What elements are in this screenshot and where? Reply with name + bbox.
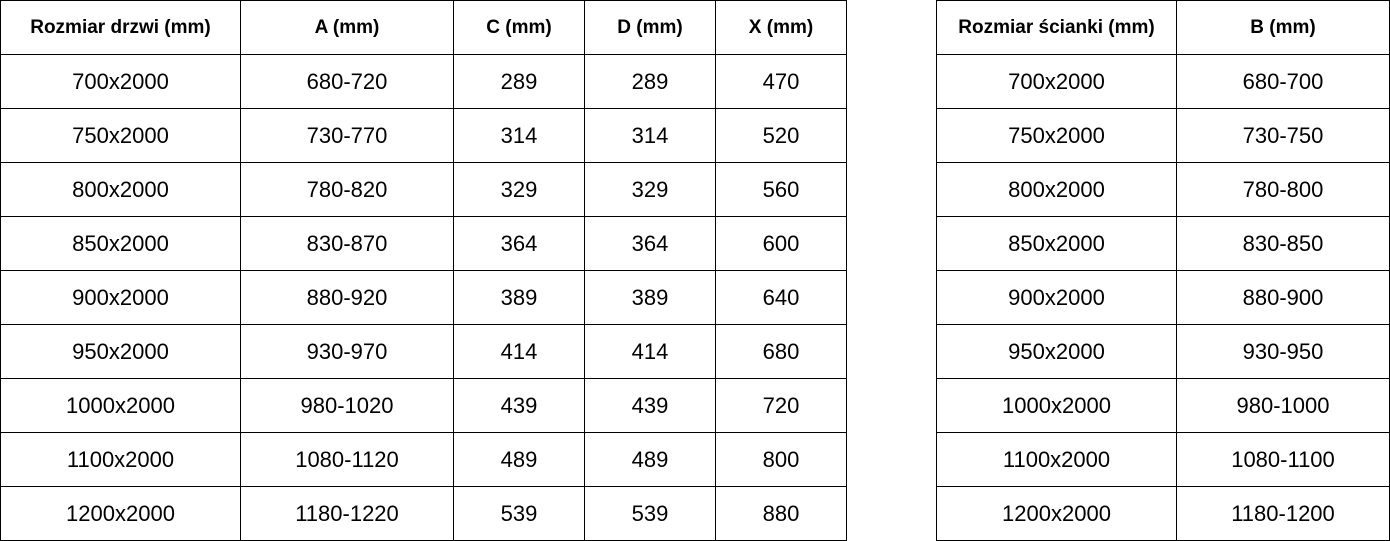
table-row: 700x2000 680-720 289 289 470 xyxy=(0,54,847,109)
header-row: Rozmiar drzwi (mm) A (mm) C (mm) D (mm) X (m… xyxy=(0,0,847,55)
table-cell: 314 xyxy=(584,108,716,163)
table-row: 1200x2000 1180-1220 539 539 880 xyxy=(0,486,847,541)
table-cell: 414 xyxy=(453,324,585,379)
table-cell: 850x2000 xyxy=(0,216,241,271)
table-cell: 1000x2000 xyxy=(936,378,1177,433)
table-cell: 439 xyxy=(584,378,716,433)
table-row: 850x2000 830-850 xyxy=(936,216,1390,271)
table-row: 850x2000 830-870 364 364 600 xyxy=(0,216,847,271)
table-cell: 800x2000 xyxy=(936,162,1177,217)
table-row: 950x2000 930-970 414 414 680 xyxy=(0,324,847,379)
table-cell: 930-950 xyxy=(1176,324,1390,379)
table-cell: 329 xyxy=(584,162,716,217)
table-cell: 730-770 xyxy=(240,108,454,163)
table-cell: 780-820 xyxy=(240,162,454,217)
table-cell: 950x2000 xyxy=(0,324,241,379)
table-cell: 1100x2000 xyxy=(936,432,1177,487)
table-cell: 750x2000 xyxy=(0,108,241,163)
table-cell: 539 xyxy=(453,486,585,541)
column-header: X (mm) xyxy=(715,0,847,55)
table-cell: 830-850 xyxy=(1176,216,1390,271)
table-cell: 389 xyxy=(453,270,585,325)
table-cell: 950x2000 xyxy=(936,324,1177,379)
table-cell: 539 xyxy=(584,486,716,541)
table-cell: 850x2000 xyxy=(936,216,1177,271)
table-cell: 680-720 xyxy=(240,54,454,109)
column-header: Rozmiar ścianki (mm) xyxy=(936,0,1177,55)
table-cell: 640 xyxy=(715,270,847,325)
table-cell: 289 xyxy=(584,54,716,109)
table-cell: 1200x2000 xyxy=(936,486,1177,541)
table-row: 1200x2000 1180-1200 xyxy=(936,486,1390,541)
table-cell: 980-1020 xyxy=(240,378,454,433)
table-cell: 800x2000 xyxy=(0,162,241,217)
table-row: 900x2000 880-900 xyxy=(936,270,1390,325)
table-cell: 900x2000 xyxy=(0,270,241,325)
table-cell: 489 xyxy=(453,432,585,487)
table-cell: 289 xyxy=(453,54,585,109)
table-row: 750x2000 730-770 314 314 520 xyxy=(0,108,847,163)
table-cell: 1080-1100 xyxy=(1176,432,1390,487)
table-cell: 329 xyxy=(453,162,585,217)
column-header: C (mm) xyxy=(453,0,585,55)
table-cell: 980-1000 xyxy=(1176,378,1390,433)
column-header: D (mm) xyxy=(584,0,716,55)
table-cell: 720 xyxy=(715,378,847,433)
column-header: B (mm) xyxy=(1176,0,1390,55)
table-cell: 880 xyxy=(715,486,847,541)
table-row: 1100x2000 1080-1100 xyxy=(936,432,1390,487)
table-cell: 700x2000 xyxy=(936,54,1177,109)
table-cell: 750x2000 xyxy=(936,108,1177,163)
table-cell: 1200x2000 xyxy=(0,486,241,541)
table-cell: 1100x2000 xyxy=(0,432,241,487)
table-cell: 700x2000 xyxy=(0,54,241,109)
column-header: Rozmiar drzwi (mm) xyxy=(0,0,241,55)
table-cell: 680-700 xyxy=(1176,54,1390,109)
table-row: 700x2000 680-700 xyxy=(936,54,1390,109)
table-cell: 414 xyxy=(584,324,716,379)
table-cell: 560 xyxy=(715,162,847,217)
table-cell: 520 xyxy=(715,108,847,163)
table-cell: 364 xyxy=(584,216,716,271)
table-cell: 489 xyxy=(584,432,716,487)
table-cell: 780-800 xyxy=(1176,162,1390,217)
table-row: 950x2000 930-950 xyxy=(936,324,1390,379)
door-size-table: Rozmiar drzwi (mm) A (mm) C (mm) D (mm) X (m… xyxy=(0,0,847,541)
table-cell: 800 xyxy=(715,432,847,487)
table-row: 800x2000 780-800 xyxy=(936,162,1390,217)
table-cell: 1080-1120 xyxy=(240,432,454,487)
table-row: 750x2000 730-750 xyxy=(936,108,1390,163)
table-row: 900x2000 880-920 389 389 640 xyxy=(0,270,847,325)
table-cell: 880-920 xyxy=(240,270,454,325)
table-cell: 1180-1200 xyxy=(1176,486,1390,541)
table-cell: 364 xyxy=(453,216,585,271)
table-row: 1000x2000 980-1000 xyxy=(936,378,1390,433)
table-cell: 830-870 xyxy=(240,216,454,271)
table-cell: 900x2000 xyxy=(936,270,1177,325)
table-cell: 930-970 xyxy=(240,324,454,379)
wall-size-table: Rozmiar ścianki (mm) B (mm) 700x2000 680-7… xyxy=(936,0,1390,541)
table-cell: 1000x2000 xyxy=(0,378,241,433)
table-cell: 600 xyxy=(715,216,847,271)
table-cell: 680 xyxy=(715,324,847,379)
table-cell: 314 xyxy=(453,108,585,163)
table-cell: 880-900 xyxy=(1176,270,1390,325)
table-cell: 389 xyxy=(584,270,716,325)
table-row: 800x2000 780-820 329 329 560 xyxy=(0,162,847,217)
table-cell: 439 xyxy=(453,378,585,433)
column-header: A (mm) xyxy=(240,0,454,55)
table-row: 1000x2000 980-1020 439 439 720 xyxy=(0,378,847,433)
header-row: Rozmiar ścianki (mm) B (mm) xyxy=(936,0,1390,55)
table-cell: 730-750 xyxy=(1176,108,1390,163)
table-cell: 470 xyxy=(715,54,847,109)
table-row: 1100x2000 1080-1120 489 489 800 xyxy=(0,432,847,487)
table-cell: 1180-1220 xyxy=(240,486,454,541)
